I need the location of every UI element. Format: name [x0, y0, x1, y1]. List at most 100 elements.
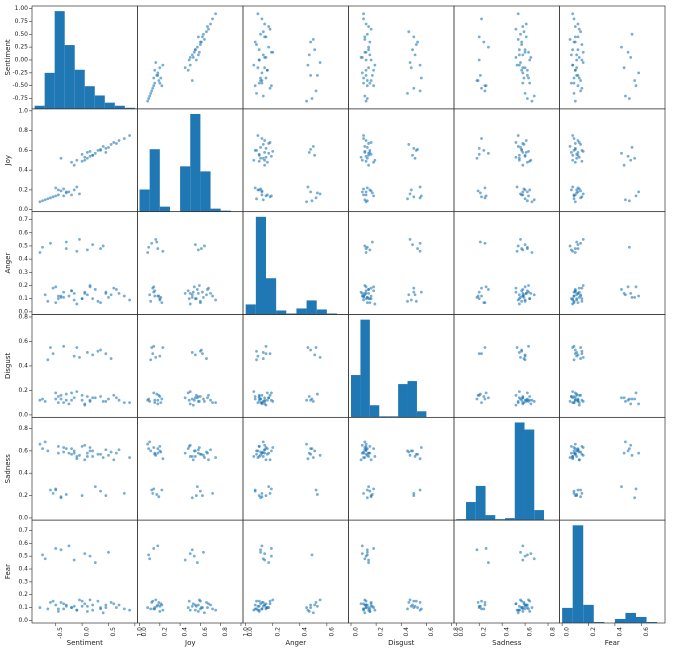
point: [91, 396, 95, 400]
point: [372, 84, 376, 88]
hist-bar: [635, 616, 647, 623]
point: [196, 248, 200, 252]
point: [260, 17, 264, 21]
point: [573, 25, 577, 28]
point: [51, 352, 55, 356]
point: [70, 160, 73, 164]
point: [521, 53, 525, 57]
point: [580, 159, 584, 163]
point: [633, 295, 637, 299]
point: [475, 156, 479, 160]
point: [67, 190, 71, 194]
point: [62, 295, 66, 299]
point: [75, 390, 79, 394]
hist-bar: [180, 166, 191, 212]
point: [257, 48, 261, 52]
point: [577, 187, 581, 191]
point: [577, 56, 581, 59]
point: [150, 89, 154, 93]
point: [83, 602, 87, 606]
point: [568, 456, 572, 459]
point: [579, 241, 582, 245]
point: [159, 602, 163, 606]
point: [191, 403, 195, 407]
point: [91, 243, 95, 247]
point: [96, 299, 100, 303]
point: [80, 393, 84, 397]
hist-bar: [398, 384, 408, 418]
x-tick-label: -0.5: [57, 627, 64, 639]
point: [191, 56, 195, 59]
point: [211, 294, 214, 298]
point: [80, 297, 84, 301]
point: [188, 402, 192, 406]
point: [256, 608, 260, 612]
point: [259, 145, 262, 149]
point: [482, 148, 486, 152]
point: [267, 561, 271, 564]
point: [365, 97, 369, 100]
x-axis-label: Joy: [184, 639, 196, 647]
point: [155, 74, 159, 77]
point: [517, 153, 521, 157]
point: [311, 145, 315, 148]
point: [307, 53, 311, 57]
point: [147, 397, 151, 401]
point: [576, 84, 580, 88]
point: [577, 286, 581, 290]
panel-frame: [348, 108, 455, 213]
point: [62, 290, 66, 294]
point: [99, 348, 102, 352]
point: [259, 450, 262, 454]
point: [483, 241, 487, 245]
point: [265, 193, 269, 197]
point: [72, 449, 76, 453]
point: [416, 606, 419, 609]
point: [484, 547, 488, 550]
point: [263, 66, 267, 70]
x-tick-label: 0.4: [182, 627, 189, 637]
point: [575, 392, 579, 396]
point: [260, 544, 264, 548]
point: [263, 400, 267, 403]
point: [78, 192, 81, 196]
point: [62, 401, 66, 405]
point: [54, 186, 58, 190]
point: [104, 146, 108, 150]
point: [622, 163, 626, 167]
point: [260, 393, 264, 397]
point: [367, 558, 370, 562]
point: [209, 292, 212, 295]
point: [88, 284, 92, 287]
point: [62, 194, 66, 198]
point: [268, 393, 272, 397]
point: [153, 289, 157, 293]
point: [637, 190, 641, 194]
point: [519, 237, 522, 241]
point: [315, 191, 319, 195]
point: [263, 163, 267, 167]
point: [318, 355, 322, 359]
point: [477, 35, 481, 39]
point: [521, 292, 525, 295]
point: [318, 453, 322, 457]
hist-bar: [149, 149, 160, 212]
point: [152, 446, 156, 449]
point: [264, 155, 268, 159]
point: [418, 89, 422, 93]
point: [156, 71, 160, 75]
point: [363, 50, 367, 54]
point: [88, 554, 92, 558]
point: [418, 241, 422, 245]
hist-bar: [64, 45, 75, 109]
point: [359, 155, 363, 159]
point: [271, 50, 275, 54]
point: [51, 599, 55, 603]
hist-bar: [54, 11, 65, 109]
point: [369, 79, 373, 82]
point: [268, 352, 272, 356]
point: [573, 442, 577, 446]
point: [573, 396, 577, 400]
point: [521, 190, 525, 194]
point: [202, 397, 205, 401]
